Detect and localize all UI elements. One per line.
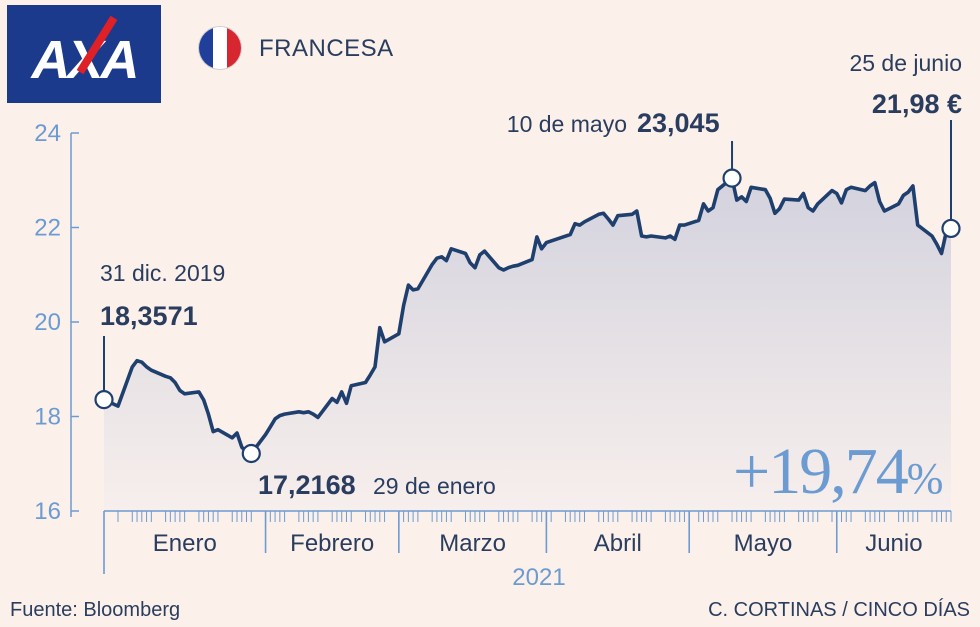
flag-stripe-red [227, 27, 241, 69]
annotation-value: 17,2168 [258, 470, 356, 500]
percent-change-value: +19,74 [733, 435, 909, 508]
price-area-fill [104, 178, 951, 511]
x-year-label: 2021 [512, 564, 565, 591]
y-tick-label-22: 22 [34, 215, 61, 242]
annotation-date: 25 de junio [849, 50, 962, 76]
annotation-value: 21,98 € [872, 89, 962, 119]
x-month-label-enero: Enero [153, 530, 217, 557]
y-tick-label-24: 24 [34, 120, 61, 147]
annotation-marker [722, 168, 742, 188]
flag-stripe-white [213, 27, 227, 69]
annotation-date: 29 de enero [373, 473, 496, 499]
y-tick-label-20: 20 [34, 309, 61, 336]
france-flag-icon [199, 27, 241, 69]
x-month-label-febrero: Febrero [290, 530, 374, 557]
annotation-marker [241, 443, 261, 464]
annotation-date: 10 de mayo [507, 111, 627, 137]
y-tick-label-18: 18 [34, 404, 61, 431]
annotation-value: 18,3571 [100, 301, 198, 331]
axa-logo: AXA [7, 5, 161, 103]
percent-change-unit: % [906, 454, 944, 503]
x-month-label-abril: Abril [594, 530, 642, 557]
x-month-label-mayo: Mayo [734, 530, 793, 557]
annotation-marker [94, 390, 114, 410]
y-tick-label-16: 16 [34, 498, 61, 525]
annotation-date: 31 dic. 2019 [100, 260, 225, 286]
credit-label: C. CORTINAS / CINCO DÍAS [708, 599, 970, 621]
annotation-value: 23,045 [637, 108, 720, 138]
annotation-marker [941, 218, 961, 239]
country-label: FRANCESA [259, 35, 394, 62]
x-month-label-junio: Junio [865, 530, 922, 557]
x-month-label-marzo: Marzo [439, 530, 506, 557]
annotation-markers: 31 dic. 2019 18,3571 17,2168 29 de enero 10 … [94, 50, 962, 500]
y-axis: 16 18 20 22 24 [34, 120, 79, 525]
x-axis: Enero Febrero Marzo Abril Mayo Junio 2021 [103, 510, 952, 591]
percent-change: +19,74% [733, 434, 944, 510]
source-label: Fuente: Bloomberg [10, 599, 181, 621]
flag-stripe-blue [199, 27, 213, 69]
